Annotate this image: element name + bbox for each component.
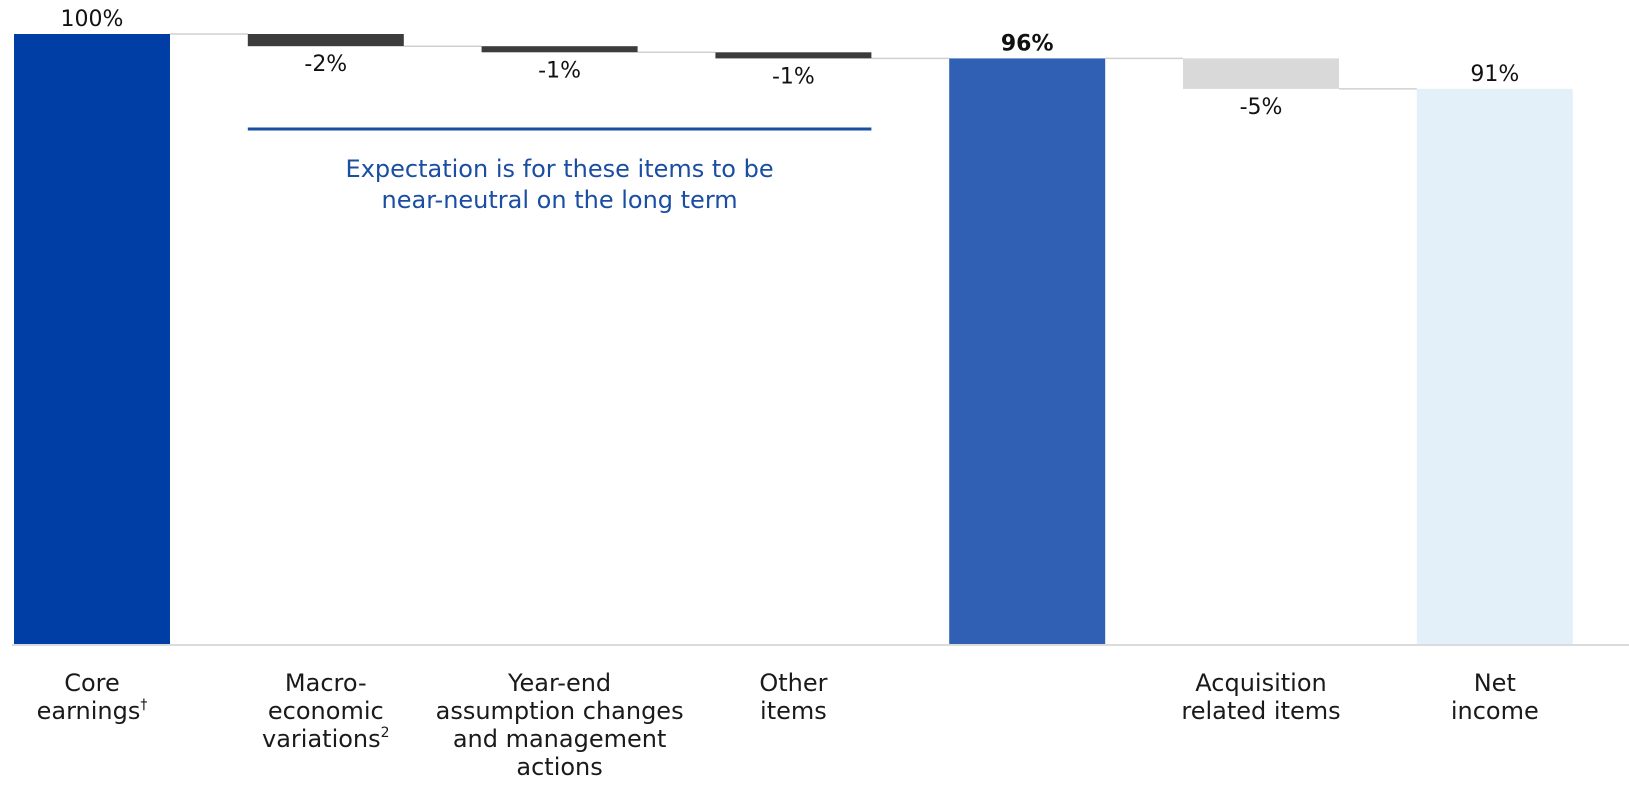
category-label-net: Net income — [1451, 669, 1539, 725]
category-label-macro: Macro-economic variations2 — [262, 669, 390, 753]
value-label-yearend: -1% — [538, 58, 581, 83]
category-label-yearend: Year-end assumption changes and management… — [436, 669, 684, 781]
category-label-core: Core earnings† — [37, 669, 148, 725]
value-label-subtotal: 96% — [1001, 31, 1054, 56]
bar-acq — [1183, 58, 1339, 89]
value-label-net: 91% — [1470, 62, 1519, 87]
bar-subtotal — [949, 58, 1106, 644]
value-label-macro: -2% — [304, 52, 347, 77]
value-label-core: 100% — [61, 7, 124, 32]
value-label-other: -1% — [772, 64, 815, 89]
bar-other — [715, 52, 872, 59]
bar-core — [14, 34, 170, 644]
annotation-text: Expectation is for these items to be near… — [346, 155, 774, 214]
bar-macro — [247, 34, 404, 47]
bar-net — [1416, 88, 1573, 644]
value-label-acq: -5% — [1240, 95, 1283, 120]
bar-yearend — [481, 46, 638, 53]
category-label-acq: Acquisition related items — [1181, 669, 1340, 725]
category-label-other: Other items — [759, 669, 827, 725]
